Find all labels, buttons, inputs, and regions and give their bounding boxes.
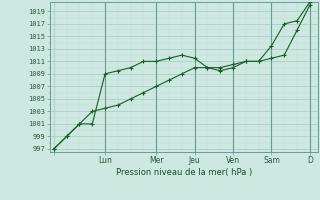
X-axis label: Pression niveau de la mer( hPa ): Pression niveau de la mer( hPa ) [116, 168, 252, 177]
